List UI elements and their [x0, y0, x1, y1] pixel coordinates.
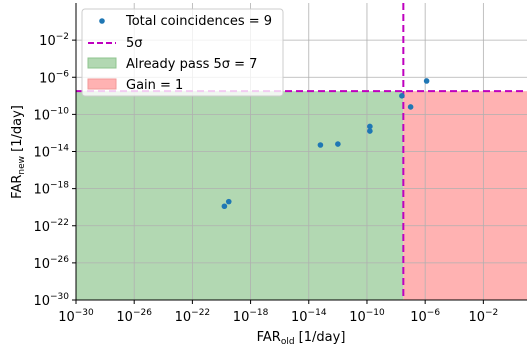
legend-box: [81, 8, 284, 97]
legend-marker-points: [99, 18, 105, 24]
x-tick-label: 10−2: [468, 308, 498, 325]
legend-label-red: Gain = 1: [126, 78, 183, 93]
data-point: [399, 93, 405, 99]
y-tick-label: 10−6: [39, 69, 69, 86]
x-tick-label: 10−14: [291, 308, 327, 325]
y-tick-label: 10−2: [39, 32, 69, 49]
x-tick-label: 10−18: [233, 308, 269, 325]
legend-label-green: Already pass 5σ = 7: [126, 57, 257, 72]
x-tick-labels: 10−30 10−26 10−22 10−18 10−14 10−10 10−6 10−2: [58, 300, 498, 325]
x-tick-label: 10−6: [410, 308, 440, 325]
data-point: [225, 198, 232, 205]
grid-lines: [76, 3, 527, 300]
legend: Total coincidences = 9 5σ Already pass 5…: [81, 8, 284, 97]
x-axis-label: FARold [1/day]: [257, 330, 346, 347]
y-tick-label: 10−10: [33, 106, 69, 123]
data-point: [407, 104, 414, 110]
shaded-regions: [76, 91, 527, 300]
x-tick-label: 10−26: [116, 308, 152, 325]
y-tick-label: 10−22: [33, 218, 69, 235]
y-tick-label: 10−18: [33, 181, 69, 198]
y-tick-label: 10−30: [33, 292, 69, 309]
red-region: [403, 91, 527, 300]
data-point: [221, 203, 228, 210]
legend-marker-green: [87, 57, 117, 69]
legend-label-points: Total coincidences = 9: [125, 14, 272, 29]
y-tick-label: 10−26: [33, 255, 69, 272]
legend-label-threshold: 5σ: [126, 36, 143, 51]
data-point: [335, 141, 341, 147]
data-point: [367, 123, 373, 130]
x-tick-label: 10−22: [175, 308, 211, 325]
y-tick-labels: 10−30 10−26 10−22 10−18 10−14 10−10 10−6 10−2: [33, 32, 76, 309]
data-point: [423, 78, 430, 84]
data-point: [367, 128, 373, 134]
data-point: [317, 142, 324, 148]
threshold-lines: [76, 3, 527, 300]
x-tick-label: 10−30: [58, 308, 94, 325]
y-axis-label: FARnew [1/day]: [10, 105, 27, 199]
data-points: [221, 78, 430, 210]
y-tick-label: 10−14: [33, 144, 69, 161]
green-region: [76, 91, 404, 300]
x-tick-label: 10−10: [349, 308, 385, 325]
legend-marker-red: [87, 78, 117, 90]
